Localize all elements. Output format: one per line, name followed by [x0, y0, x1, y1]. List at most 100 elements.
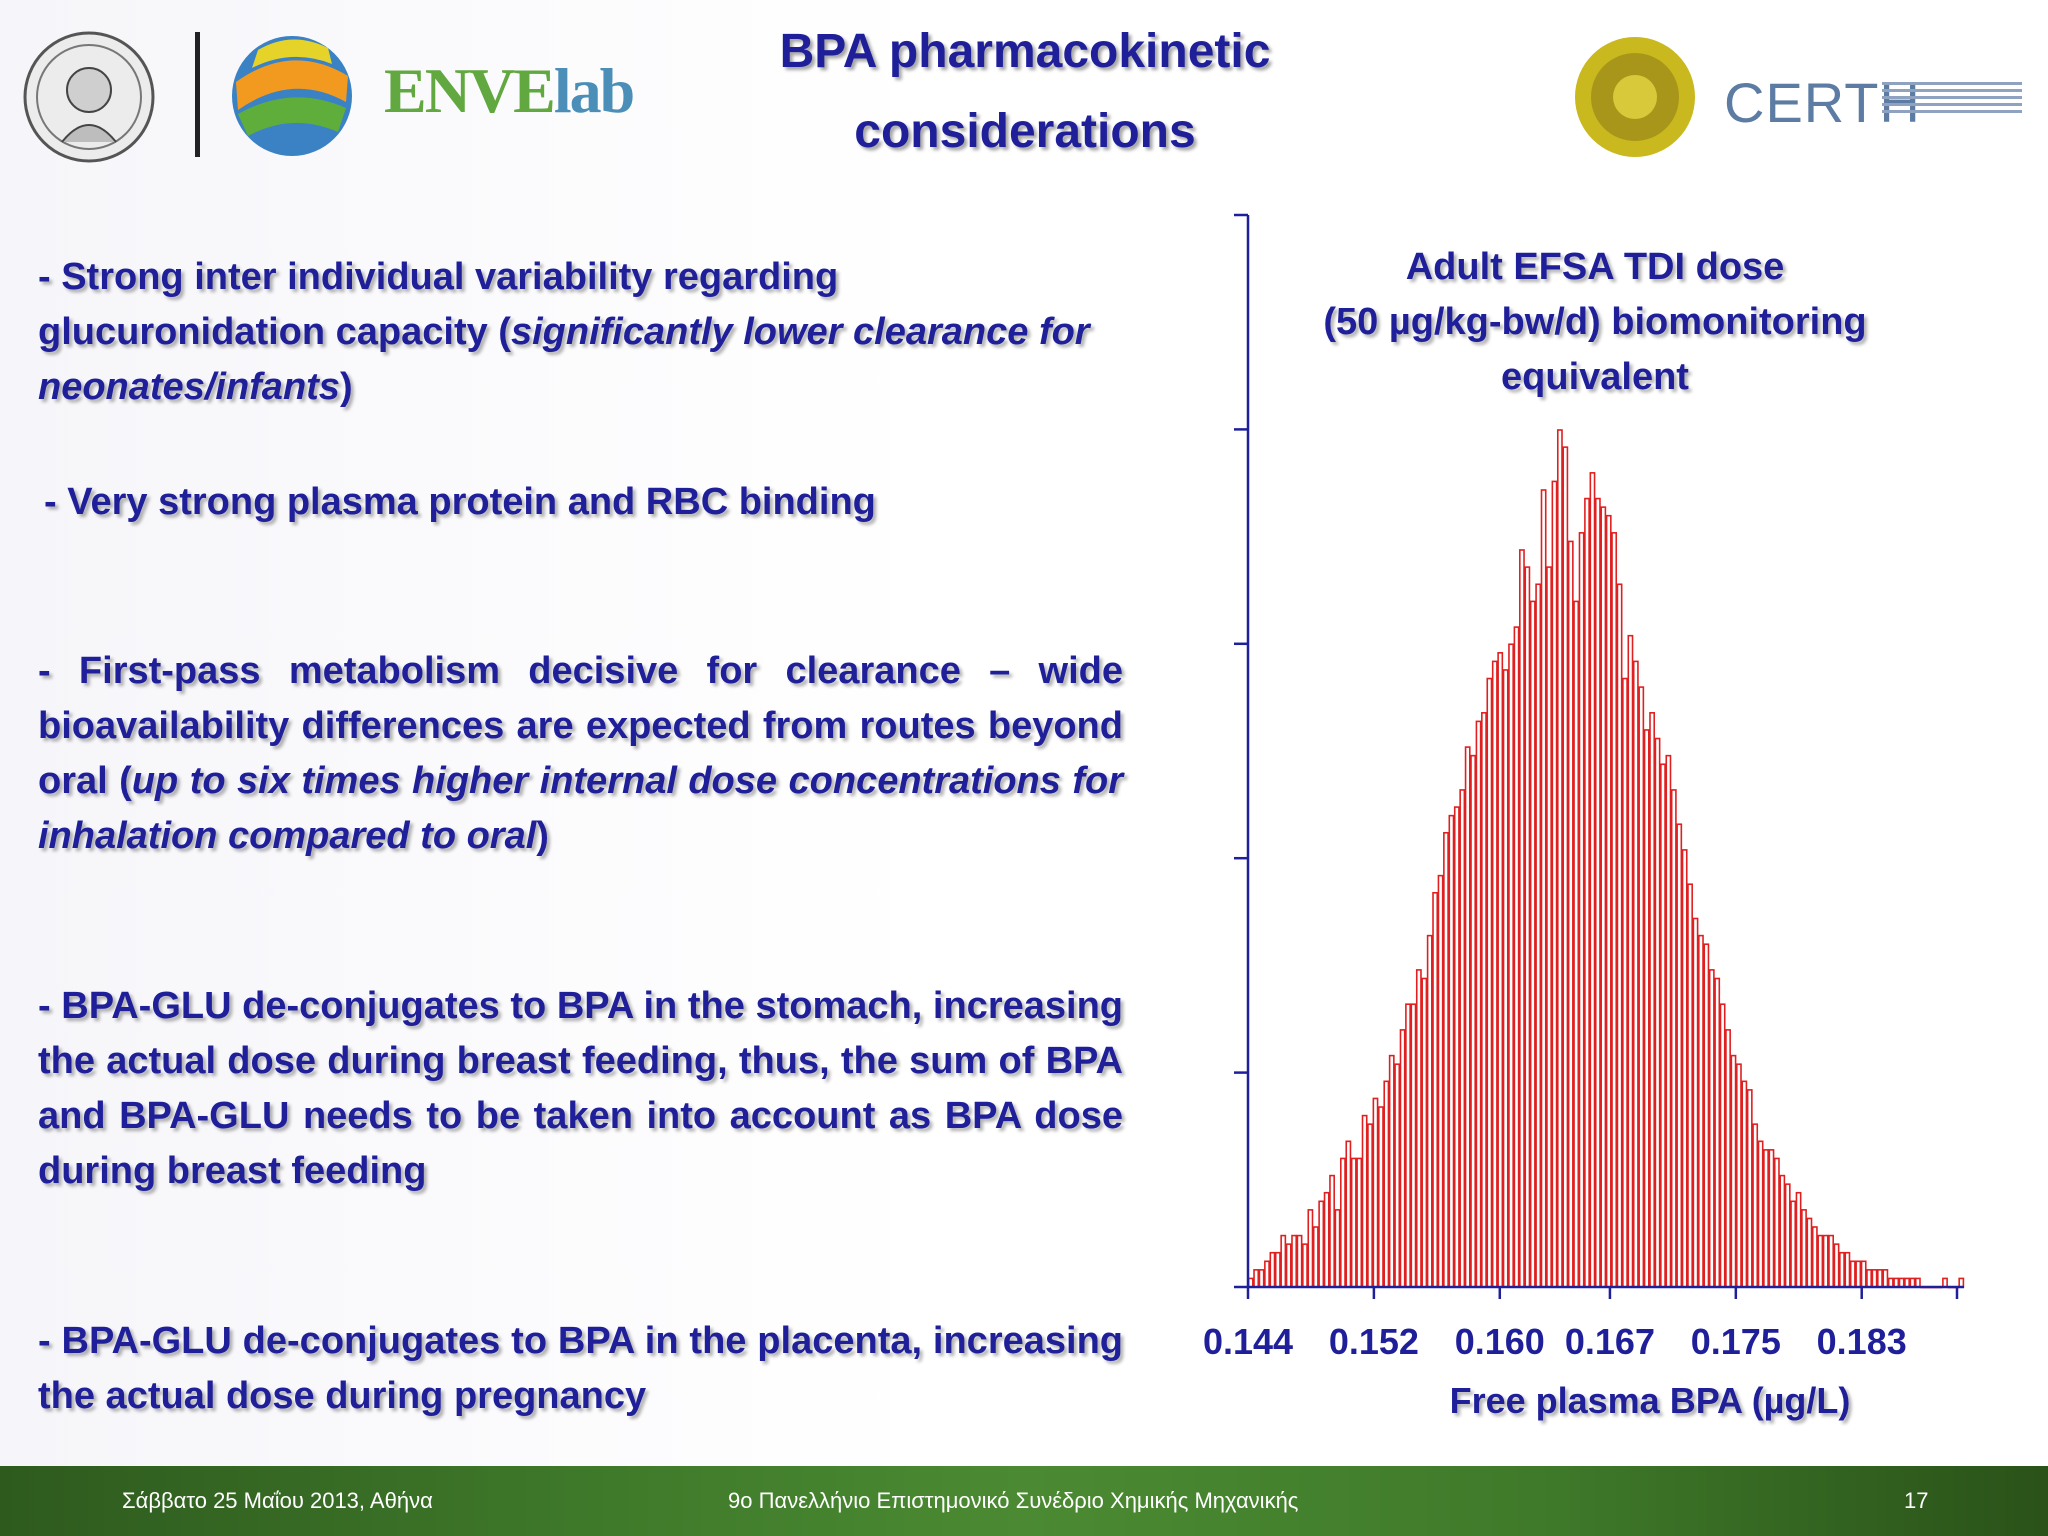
histogram-bar [1779, 1174, 1786, 1288]
histogram-bar [1264, 1260, 1270, 1288]
histogram-bar [1638, 686, 1645, 1288]
histogram-bar [1481, 712, 1487, 1288]
certh-wordmark: CERTH [1724, 71, 1921, 134]
x-axis-title: Free plasma BPA (µg/L) [1449, 1380, 1851, 1421]
histogram-bar [1839, 1251, 1845, 1288]
histogram-bar [1296, 1234, 1303, 1288]
histogram-bar [1274, 1251, 1281, 1288]
chart-title-line1: Adult EFSA TDI dose [1405, 246, 1785, 288]
histogram-bar [1757, 1140, 1764, 1288]
slide-title-line2: considerations [854, 105, 1196, 158]
histogram-bar [1708, 969, 1715, 1288]
histogram-bar [1502, 669, 1509, 1288]
histogram-bar [1497, 652, 1504, 1288]
histogram-bar [1508, 643, 1514, 1288]
histogram-bar [1681, 849, 1688, 1288]
histogram-bar [1394, 1063, 1401, 1288]
histogram-bar [1350, 1157, 1357, 1288]
histogram-bar [1833, 1243, 1840, 1288]
histogram-bar [1768, 1149, 1775, 1288]
histogram-bar [1302, 1243, 1308, 1288]
histogram-bar [1692, 917, 1699, 1288]
histogram-bar [1280, 1234, 1287, 1288]
x-tick-label: 0.183 [1817, 1321, 1907, 1362]
histogram-bar [1925, 1286, 1932, 1289]
histogram-bar [1811, 1226, 1818, 1288]
histogram-bar [1801, 1209, 1807, 1288]
histogram-bar [1410, 1003, 1417, 1288]
histogram-bar [1752, 1123, 1759, 1288]
histogram-bar [1790, 1200, 1797, 1288]
histogram-bar [1849, 1260, 1856, 1288]
histogram-bar [1931, 1286, 1938, 1289]
histogram-bar [1426, 934, 1433, 1288]
histogram-bar [1567, 540, 1574, 1288]
histogram-bar [1920, 1286, 1927, 1289]
histogram-bar [1415, 969, 1422, 1288]
footer-event: 9ο Πανελλήνιο Επιστημονικό Συνέδριο Χημι… [728, 1488, 1299, 1513]
x-tick-label: 0.152 [1329, 1321, 1419, 1362]
histogram-bar [1383, 1080, 1390, 1288]
histogram-bar [1887, 1277, 1894, 1288]
histogram-bar [1611, 532, 1618, 1288]
histogram-bar [1318, 1200, 1325, 1288]
histogram-bar [1871, 1269, 1878, 1288]
certh-subtitle-lines [1882, 78, 2022, 117]
histogram-bar [1464, 746, 1471, 1288]
x-tick-label: 0.167 [1565, 1321, 1655, 1362]
histogram-bar [1676, 823, 1683, 1288]
histogram-bar [1519, 549, 1525, 1288]
chart-title-line2: (50 µg/kg-bw/d) biomonitoring [1323, 301, 1867, 343]
histogram-bar [1844, 1251, 1851, 1288]
histogram-bar [1334, 1209, 1341, 1288]
histogram-bar [1578, 532, 1585, 1288]
histogram-bar [1486, 677, 1493, 1288]
histogram-bar [1475, 720, 1482, 1288]
histogram-bar [1877, 1269, 1883, 1288]
x-tick-label: 0.144 [1203, 1321, 1293, 1362]
histogram-bar [1909, 1277, 1916, 1288]
histogram-bar [1372, 1097, 1379, 1288]
logo-divider [195, 32, 200, 157]
histogram-bar [1828, 1234, 1835, 1288]
histogram-bar [1377, 1106, 1384, 1288]
histogram-bar [1291, 1234, 1298, 1288]
chart-title-line3: equivalent [1501, 356, 1689, 398]
histogram-bar [1405, 1003, 1411, 1288]
histogram-bar [1806, 1217, 1813, 1288]
histogram-bar [1448, 814, 1455, 1288]
histogram-bar [1936, 1286, 1943, 1289]
histogram-bar [1741, 1080, 1748, 1288]
histogram-bar [1942, 1277, 1948, 1288]
histogram-bar [1540, 489, 1547, 1288]
histogram-bar [1421, 977, 1428, 1288]
histogram-bar [1491, 660, 1498, 1288]
envelab-wordmark: ENVElab [384, 55, 635, 126]
histogram-bar [1562, 446, 1569, 1288]
histogram-bar [1529, 600, 1536, 1288]
footer-date: Σάββατο 25 Μαΐου 2013, Αθήνα [122, 1488, 433, 1513]
histogram-bar [1269, 1251, 1276, 1288]
histogram-bar [1329, 1174, 1335, 1288]
histogram-bar [1714, 977, 1721, 1288]
chart-title: Adult EFSA TDI dose (50 µg/kg-bw/d) biom… [1280, 240, 1910, 405]
histogram-bar [1649, 712, 1656, 1288]
bullet-glucuronidation: - Strong inter individual variability re… [38, 256, 1090, 408]
histogram-bar [1573, 600, 1580, 1288]
x-tick-label: 0.160 [1455, 1321, 1545, 1362]
histogram-bar [1893, 1277, 1900, 1288]
slide-title: BPA pharmacokinetic considerations [700, 12, 1350, 172]
histogram-bar [1866, 1269, 1872, 1288]
histogram-bar [1898, 1277, 1905, 1288]
bullet-stomach-deconjugation: - BPA-GLU de-conjugates to BPA in the st… [38, 985, 1123, 1192]
histogram-bar [1546, 566, 1552, 1288]
histogram-bar [1312, 1226, 1319, 1288]
histogram-bar [1524, 566, 1531, 1288]
histogram-bar [1285, 1243, 1292, 1288]
histogram-bar [1513, 626, 1520, 1288]
footer-page-number: 17 [1904, 1488, 1929, 1513]
histogram-bar [1443, 831, 1449, 1288]
certh-emblem-logo [1575, 37, 1695, 157]
x-tick-label: 0.175 [1691, 1321, 1781, 1362]
slide-title-line1: BPA pharmacokinetic [779, 25, 1271, 78]
